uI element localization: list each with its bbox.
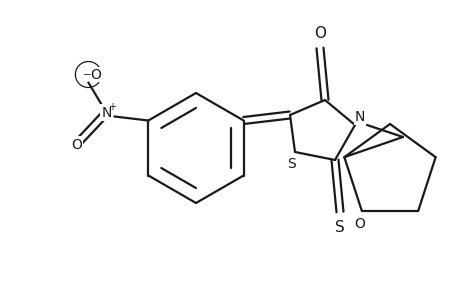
Text: N: N <box>101 106 112 119</box>
Text: O: O <box>71 137 82 152</box>
Text: +: + <box>108 101 116 112</box>
Text: O: O <box>353 217 364 231</box>
Text: S: S <box>335 220 344 235</box>
Text: −: − <box>83 70 91 80</box>
Text: O: O <box>90 68 101 82</box>
Text: N: N <box>354 110 364 124</box>
Text: O: O <box>313 26 325 40</box>
Text: S: S <box>287 157 296 171</box>
